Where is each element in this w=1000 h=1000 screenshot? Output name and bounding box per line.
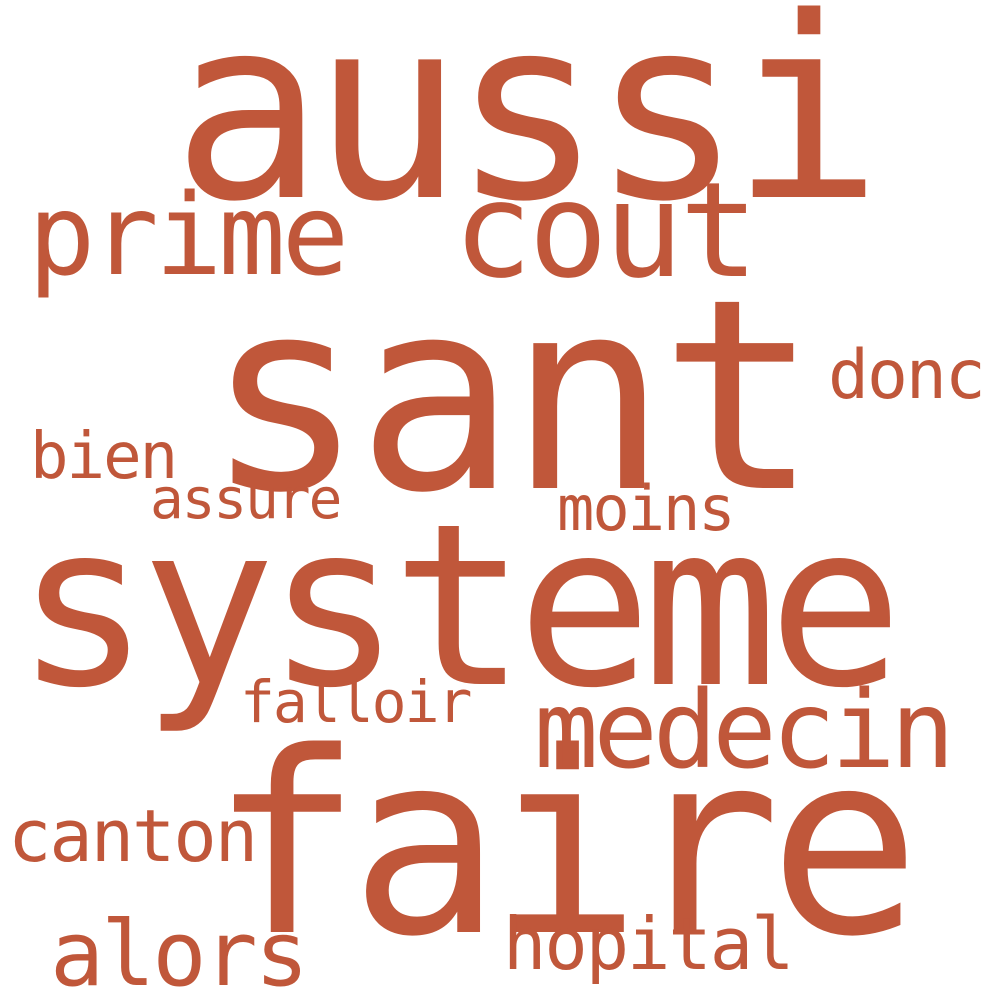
word-alors: alors — [50, 902, 309, 1000]
word-aussi: aussi — [172, 0, 883, 257]
word-bien: bien — [30, 420, 178, 494]
word-moins: moins — [557, 472, 736, 545]
word-cout: cout — [453, 154, 759, 308]
word-assure: assure — [150, 467, 342, 532]
word-sant: sant — [205, 243, 819, 551]
word-donc: donc — [828, 336, 986, 415]
word-faire: faire — [210, 699, 921, 992]
word-systeme: systeme — [15, 476, 903, 738]
word-hopital: hopital — [503, 902, 794, 986]
word-canton: canton — [8, 794, 258, 878]
word-falloir: falloir — [240, 668, 472, 736]
word-prime: prime — [28, 171, 349, 301]
word-medecin: medecin — [534, 669, 955, 793]
